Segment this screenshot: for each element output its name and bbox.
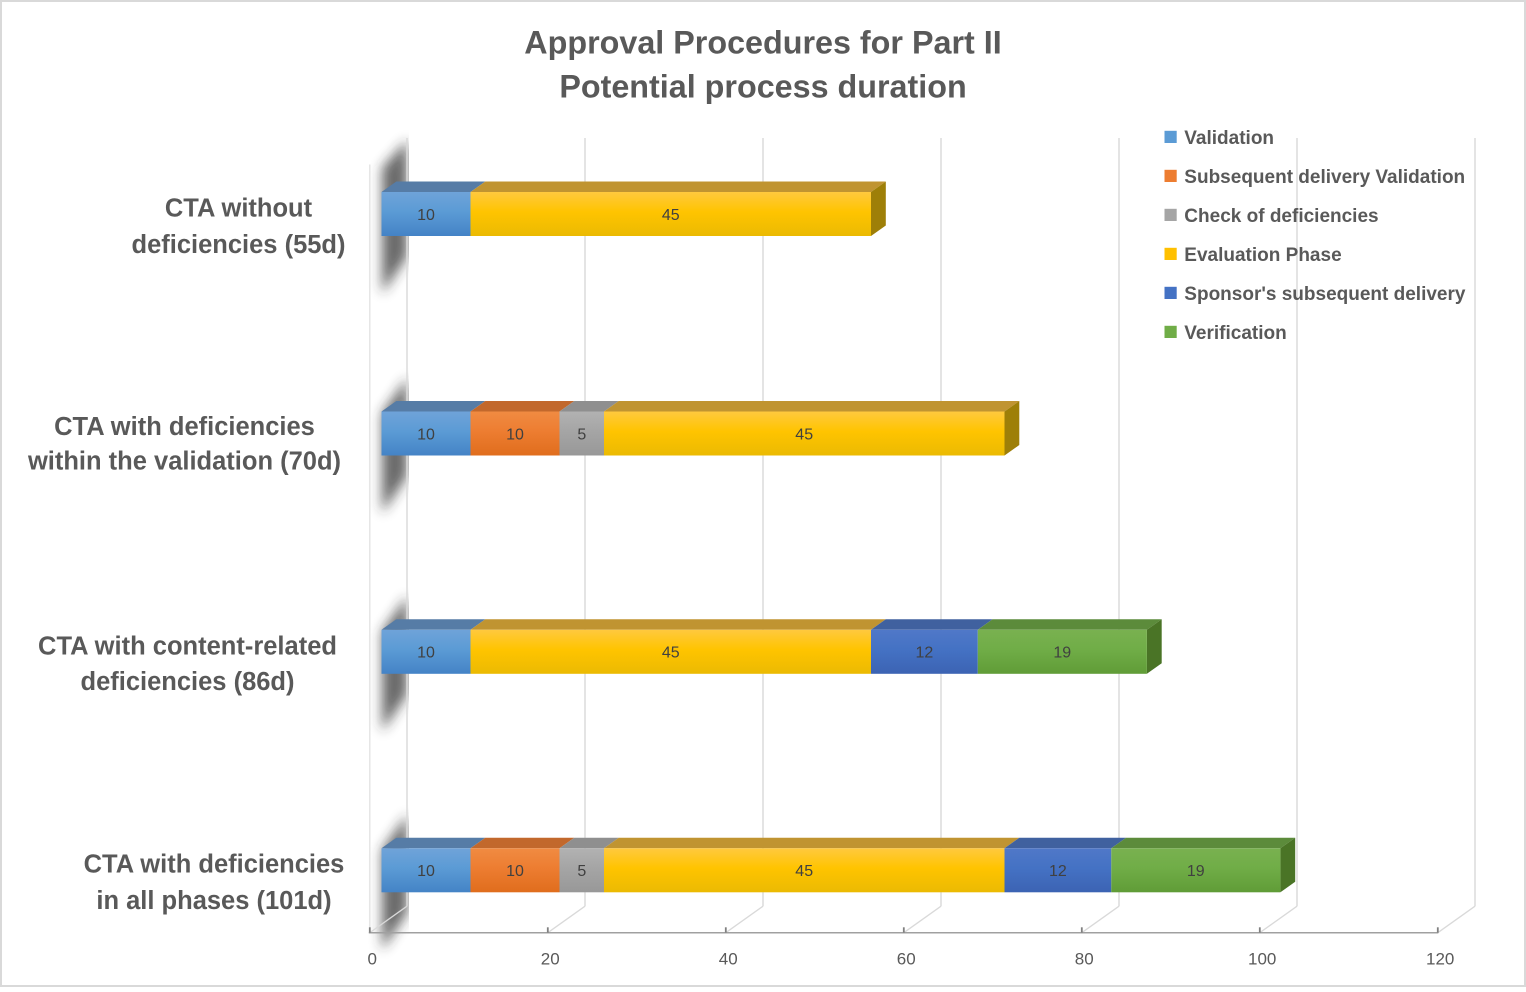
svg-text:120: 120 [1426,949,1454,968]
svg-text:10: 10 [417,207,435,224]
svg-text:19: 19 [1053,645,1071,662]
svg-text:CTA with content-related: CTA with content-related [38,633,337,661]
svg-text:CTA with deficiencies: CTA with deficiencies [54,413,315,441]
svg-text:19: 19 [1187,863,1205,880]
svg-text:20: 20 [541,949,560,968]
svg-text:CTA without: CTA without [165,195,313,223]
svg-text:40: 40 [719,949,738,968]
svg-text:45: 45 [662,207,680,224]
svg-text:Sponsor's subsequent delivery: Sponsor's subsequent delivery [1184,284,1466,305]
svg-text:10: 10 [417,863,435,880]
svg-text:Check of deficiencies: Check of deficiencies [1184,206,1378,227]
svg-text:45: 45 [662,645,680,662]
svg-text:Potential process duration: Potential process duration [559,69,966,105]
svg-text:Verification: Verification [1184,323,1286,344]
svg-text:in all phases (101d): in all phases (101d) [96,887,331,915]
svg-text:100: 100 [1248,949,1276,968]
svg-text:Subsequent delivery Validation: Subsequent delivery Validation [1184,167,1465,188]
svg-text:Approval Procedures for Part I: Approval Procedures for Part II [524,24,1001,60]
svg-text:Validation: Validation [1184,128,1274,149]
svg-text:within the validation (70d): within the validation (70d) [27,448,341,476]
svg-text:80: 80 [1075,949,1094,968]
svg-text:10: 10 [417,426,435,443]
svg-text:5: 5 [577,863,586,880]
svg-text:5: 5 [577,426,586,443]
svg-text:12: 12 [1049,863,1067,880]
svg-text:60: 60 [897,949,916,968]
svg-text:12: 12 [916,645,934,662]
svg-text:deficiencies (86d): deficiencies (86d) [81,668,295,696]
svg-text:0: 0 [367,949,376,968]
svg-text:deficiencies (55d): deficiencies (55d) [132,231,346,259]
svg-text:10: 10 [506,863,524,880]
svg-text:Evaluation Phase: Evaluation Phase [1184,245,1341,266]
svg-text:10: 10 [506,426,524,443]
svg-text:45: 45 [795,426,813,443]
svg-text:10: 10 [417,645,435,662]
svg-text:CTA with deficiencies: CTA with deficiencies [84,851,345,879]
svg-text:45: 45 [795,863,813,880]
